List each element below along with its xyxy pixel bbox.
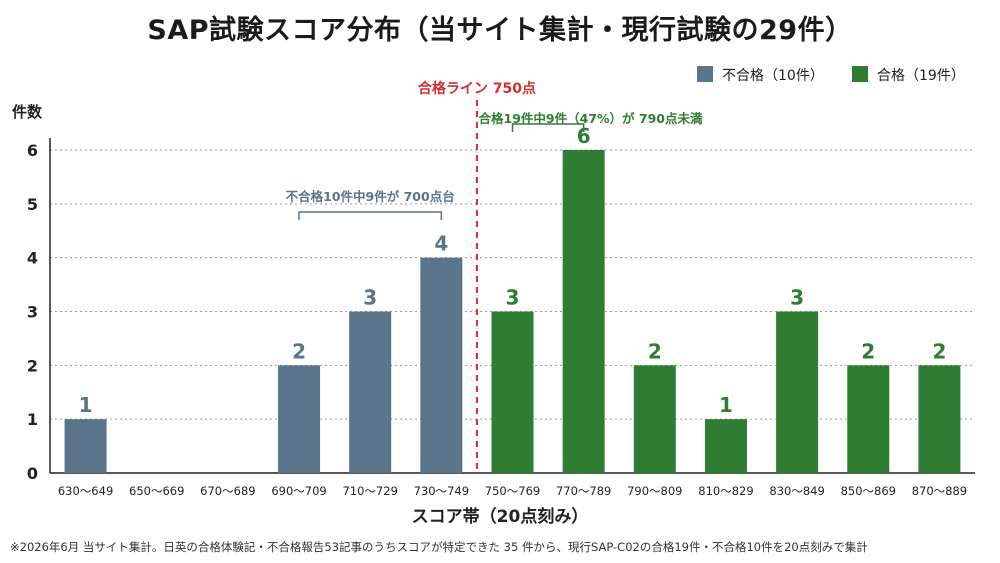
legend: 不合格（10件） 合格（19件） — [697, 66, 965, 84]
data-label: 2 — [932, 339, 946, 363]
legend-swatch — [697, 66, 713, 82]
data-label: 2 — [292, 339, 306, 363]
data-label: 4 — [434, 232, 448, 256]
data-label: 2 — [861, 339, 875, 363]
y-tick-label: 5 — [27, 195, 38, 214]
y-tick-label: 0 — [27, 464, 38, 483]
legend-label: 不合格（10件） — [722, 68, 824, 84]
x-tick-label: 630～649 — [58, 484, 113, 498]
annotation-text: 不合格10件中9件が 700点台 — [286, 189, 455, 204]
x-tick-label: 690～709 — [271, 484, 326, 498]
data-label: 3 — [506, 286, 520, 310]
data-label: 3 — [790, 286, 804, 310]
x-tick-label: 790～809 — [627, 484, 682, 498]
bar — [278, 365, 321, 473]
annotation-text: 合格19件中9件（47%）が 790点未満 — [479, 111, 703, 126]
y-tick-label: 6 — [27, 141, 38, 160]
data-label: 2 — [648, 339, 662, 363]
x-tick-label: 770～789 — [556, 484, 611, 498]
x-tick-label: 730～749 — [414, 484, 469, 498]
bar — [847, 365, 890, 473]
legend-label: 合格（19件） — [877, 68, 965, 84]
grid-lines — [50, 149, 975, 420]
legend-swatch — [852, 66, 868, 82]
x-tick-label: 670～689 — [200, 484, 255, 498]
x-axis-title: スコア帯（20点刻み） — [412, 506, 589, 527]
chart-title: SAP試験スコア分布（当サイト集計・現行試験の29件） — [147, 15, 853, 46]
bar — [491, 311, 534, 473]
bars — [64, 150, 961, 473]
data-label: 3 — [363, 286, 377, 310]
bar — [918, 365, 961, 473]
data-label: 1 — [719, 393, 733, 417]
annotation-bracket — [298, 211, 443, 220]
pass-line-label: 合格ライン 750点 — [418, 80, 536, 97]
y-tick-label: 1 — [27, 410, 38, 429]
bar — [633, 365, 676, 473]
y-tick-label: 3 — [27, 303, 38, 322]
annotation-bracket — [511, 123, 585, 132]
x-tick-label: 650～669 — [129, 484, 184, 498]
bar — [420, 257, 463, 473]
x-tick-label: 850～869 — [841, 484, 896, 498]
labels: 1 2 3 4 3 6 2 1 3 2 2 — [79, 124, 947, 417]
data-label: 6 — [577, 124, 591, 148]
x-tick-label: 870～889 — [912, 484, 967, 498]
bar — [349, 311, 392, 473]
data-label: 1 — [79, 393, 93, 417]
y-tick-label: 4 — [27, 249, 38, 268]
footnote: ※2026年6月 当サイト集計。日英の合格体験記・不合格報告53記事のうちスコア… — [10, 540, 868, 554]
bar — [562, 150, 605, 473]
bar — [64, 419, 107, 473]
x-tick-label: 830～849 — [769, 484, 824, 498]
x-tick-label: 810～829 — [698, 484, 753, 498]
y-tick-label: 2 — [27, 356, 38, 375]
bar — [776, 311, 819, 473]
y-axis-title: 件数 — [12, 103, 43, 121]
x-tick-label: 710～729 — [342, 484, 397, 498]
x-tick-label: 750～769 — [485, 484, 540, 498]
bar — [704, 419, 747, 473]
